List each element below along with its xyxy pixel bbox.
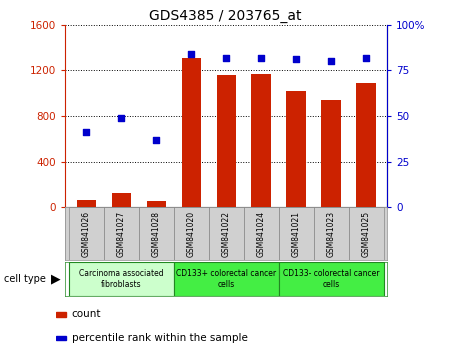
Text: percentile rank within the sample: percentile rank within the sample (72, 332, 248, 343)
Bar (174, 262, 279, 296)
Bar (76, 200, 96, 207)
Text: GDS4385 / 203765_at: GDS4385 / 203765_at (149, 9, 301, 23)
Text: ▶: ▶ (51, 272, 61, 285)
Text: count: count (72, 309, 101, 319)
Point (362, 55, 369, 61)
Bar (174, 207, 209, 260)
Point (292, 57, 300, 62)
Text: CD133- colorectal cancer
cells: CD133- colorectal cancer cells (283, 269, 379, 289)
Text: GSM841027: GSM841027 (117, 211, 126, 257)
Text: GSM841021: GSM841021 (292, 211, 301, 257)
Text: cell type: cell type (4, 274, 46, 284)
Bar (314, 207, 349, 260)
Point (83, 130, 90, 135)
Point (328, 58, 335, 64)
Point (117, 115, 125, 121)
Text: GSM841023: GSM841023 (327, 211, 336, 257)
Bar (216, 75, 236, 207)
Bar (112, 193, 131, 207)
Bar (279, 262, 383, 296)
Bar (56, 336, 66, 341)
Point (257, 55, 265, 61)
Bar (209, 207, 243, 260)
Text: CD133+ colorectal cancer
cells: CD133+ colorectal cancer cells (176, 269, 276, 289)
Bar (321, 100, 341, 207)
Point (188, 51, 195, 57)
Bar (69, 207, 104, 260)
Text: GSM841024: GSM841024 (256, 211, 266, 257)
Text: GSM841020: GSM841020 (187, 211, 196, 257)
Bar (356, 83, 376, 207)
Point (222, 55, 230, 61)
Bar (349, 207, 383, 260)
Point (153, 137, 160, 142)
Bar (181, 58, 201, 207)
Text: GSM841025: GSM841025 (361, 211, 370, 257)
Bar (147, 201, 166, 207)
Text: GSM841028: GSM841028 (152, 211, 161, 257)
Bar (139, 207, 174, 260)
Bar (69, 262, 174, 296)
Bar (287, 91, 306, 207)
Bar (56, 312, 66, 316)
Text: Carcinoma associated
fibroblasts: Carcinoma associated fibroblasts (79, 269, 163, 289)
Bar (243, 207, 279, 260)
Text: GSM841022: GSM841022 (221, 211, 230, 257)
Text: GSM841026: GSM841026 (82, 211, 91, 257)
Bar (279, 207, 314, 260)
Bar (252, 74, 271, 207)
Bar (104, 207, 139, 260)
